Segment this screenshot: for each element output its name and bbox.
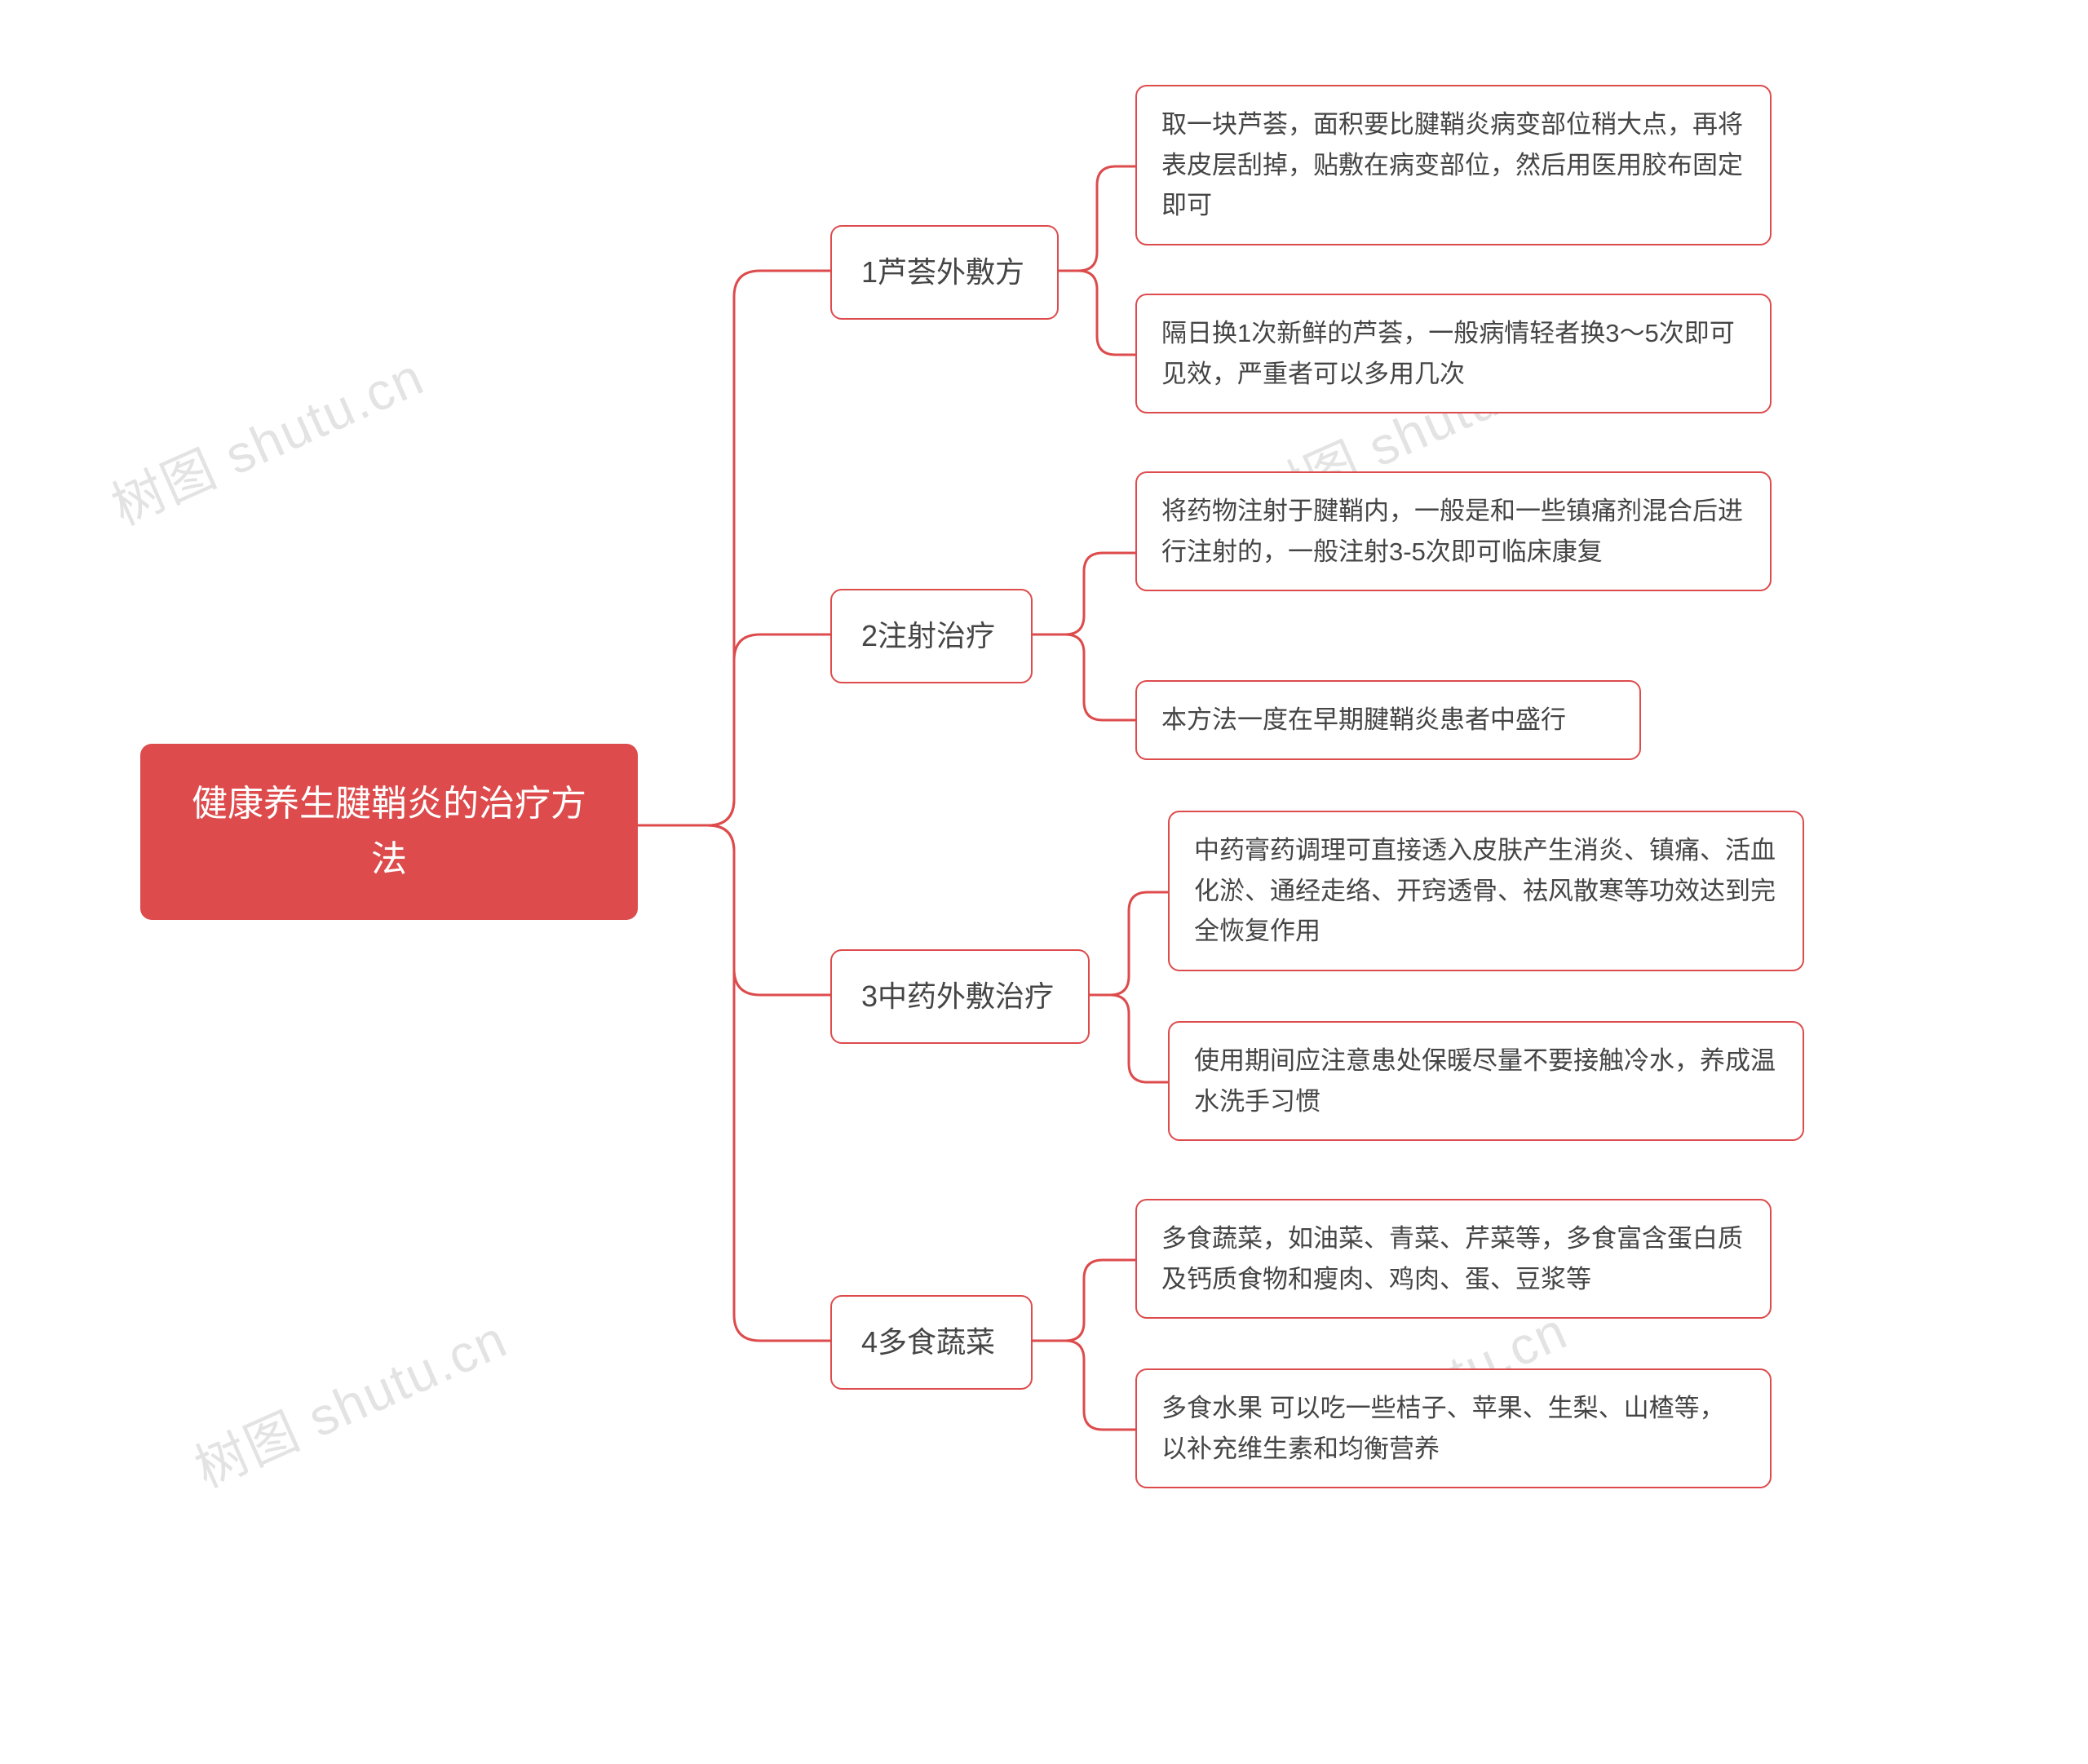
watermark: 树图 shutu.cn <box>182 1298 518 1502</box>
leaf-node[interactable]: 多食水果 可以吃一些桔子、苹果、生梨、山楂等，以补充维生素和均衡营养 <box>1135 1368 1772 1488</box>
branch-node-3[interactable]: 3中药外敷治疗 <box>830 949 1090 1044</box>
leaf-node[interactable]: 隔日换1次新鲜的芦荟，一般病情轻者换3～5次即可见效，严重者可以多用几次 <box>1135 294 1772 413</box>
leaf-node[interactable]: 使用期间应注意患处保暖尽量不要接触冷水，养成温水洗手习惯 <box>1168 1021 1804 1141</box>
leaf-label: 隔日换1次新鲜的芦荟，一般病情轻者换3～5次即可见效，严重者可以多用几次 <box>1161 313 1745 394</box>
leaf-label: 使用期间应注意患处保暖尽量不要接触冷水，养成温水洗手习惯 <box>1194 1041 1778 1121</box>
leaf-label: 多食蔬菜，如油菜、青菜、芹菜等，多食富含蛋白质及钙质食物和瘦肉、鸡肉、蛋、豆浆等 <box>1161 1218 1745 1299</box>
leaf-node[interactable]: 多食蔬菜，如油菜、青菜、芹菜等，多食富含蛋白质及钙质食物和瘦肉、鸡肉、蛋、豆浆等 <box>1135 1199 1772 1319</box>
branch-node-1[interactable]: 1芦荟外敷方 <box>830 225 1059 320</box>
branch-node-2[interactable]: 2注射治疗 <box>830 589 1033 683</box>
leaf-node[interactable]: 本方法一度在早期腱鞘炎患者中盛行 <box>1135 680 1641 760</box>
leaf-label: 将药物注射于腱鞘内，一般是和一些镇痛剂混合后进行注射的，一般注射3-5次即可临床… <box>1161 491 1745 572</box>
leaf-label: 中药膏药调理可直接透入皮肤产生消炎、镇痛、活血化淤、通经走络、开窍透骨、祛风散寒… <box>1194 830 1778 952</box>
root-label: 健康养生腱鞘炎的治疗方法 <box>179 776 599 887</box>
leaf-label: 多食水果 可以吃一些桔子、苹果、生梨、山楂等，以补充维生素和均衡营养 <box>1161 1388 1745 1469</box>
branch-label: 3中药外敷治疗 <box>861 974 1054 1019</box>
mindmap-canvas: 树图 shutu.cn 树图 shutu.cn 树图 shutu.cn 树图 s… <box>0 0 2088 1764</box>
leaf-label: 取一块芦荟，面积要比腱鞘炎病变部位稍大点，再将表皮层刮掉，贴敷在病变部位，然后用… <box>1161 104 1745 226</box>
watermark: 树图 shutu.cn <box>99 335 435 540</box>
root-node[interactable]: 健康养生腱鞘炎的治疗方法 <box>140 744 638 920</box>
branch-label: 4多食蔬菜 <box>861 1320 995 1365</box>
branch-label: 1芦荟外敷方 <box>861 250 1024 295</box>
branch-label: 2注射治疗 <box>861 613 995 659</box>
leaf-node[interactable]: 中药膏药调理可直接透入皮肤产生消炎、镇痛、活血化淤、通经走络、开窍透骨、祛风散寒… <box>1168 811 1804 971</box>
leaf-label: 本方法一度在早期腱鞘炎患者中盛行 <box>1161 700 1566 741</box>
leaf-node[interactable]: 取一块芦荟，面积要比腱鞘炎病变部位稍大点，再将表皮层刮掉，贴敷在病变部位，然后用… <box>1135 85 1772 245</box>
leaf-node[interactable]: 将药物注射于腱鞘内，一般是和一些镇痛剂混合后进行注射的，一般注射3-5次即可临床… <box>1135 471 1772 591</box>
branch-node-4[interactable]: 4多食蔬菜 <box>830 1295 1033 1390</box>
